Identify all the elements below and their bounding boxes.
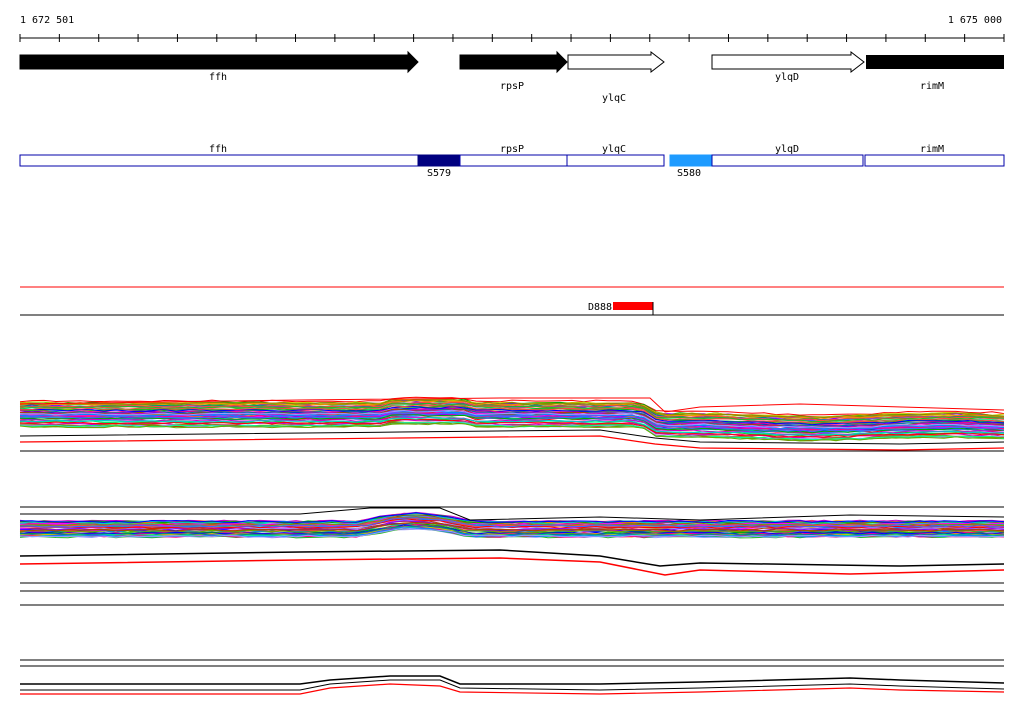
expression-profile-line bbox=[19, 412, 1005, 433]
feature-s579[interactable] bbox=[417, 154, 461, 167]
feature-label-s579: S579 bbox=[427, 168, 451, 179]
expression-profile-line bbox=[19, 398, 1005, 418]
feature-s580[interactable] bbox=[669, 154, 713, 167]
segment-label-ylqC: ylqC bbox=[602, 144, 626, 155]
expression-profile-line bbox=[19, 408, 1005, 427]
expression-profiles-panel-2 bbox=[19, 506, 1005, 606]
expression-profile-line bbox=[19, 557, 1005, 576]
gene-arrow-rpsP[interactable] bbox=[459, 50, 568, 74]
expression-profile-line bbox=[19, 414, 1005, 434]
expression-profile-line bbox=[19, 421, 1005, 441]
segment-label-ylqD: ylqD bbox=[775, 144, 799, 155]
ruler-start-label: 1 672 501 bbox=[20, 15, 74, 26]
expression-profile-line bbox=[19, 435, 1005, 451]
gene-arrow-ylqC[interactable] bbox=[567, 50, 665, 74]
expression-profile-line bbox=[19, 516, 1005, 527]
coordinate-ruler: 1 672 501 1 675 000 bbox=[19, 15, 1005, 42]
gene-label-ylqC: ylqC bbox=[602, 93, 626, 104]
expression-profile-line bbox=[19, 409, 1005, 429]
expression-profile-line bbox=[19, 397, 1005, 413]
expression-profile-line bbox=[20, 679, 1005, 691]
gene-arrow-ylqD[interactable] bbox=[711, 50, 865, 74]
expression-profile-line bbox=[19, 404, 1005, 424]
expression-profile-line bbox=[19, 517, 1004, 528]
feature-label-s580: S580 bbox=[677, 168, 701, 179]
expression-profile-line bbox=[19, 418, 1005, 438]
segment-label-rimM: rimM bbox=[920, 144, 944, 155]
segment-track: ffh rpsP ylqC ylqD rimM S579 S580 bbox=[19, 144, 1005, 179]
expression-profiles-panel-3 bbox=[20, 659, 1005, 695]
expression-profile-line bbox=[19, 521, 1005, 532]
expression-profile-line bbox=[19, 527, 1004, 538]
expression-profile-line bbox=[19, 429, 1005, 445]
expression-profile-line bbox=[19, 512, 1005, 524]
segment-box-rimM[interactable] bbox=[864, 154, 1005, 167]
segment-box-ffh[interactable] bbox=[19, 154, 419, 167]
expression-profile-line bbox=[19, 525, 1005, 536]
gene-arrow-rimM[interactable] bbox=[866, 55, 1004, 69]
segment-box-ylqC[interactable] bbox=[566, 154, 665, 167]
deletion-track: D888 bbox=[20, 286, 1004, 316]
expression-profile-line bbox=[19, 402, 1005, 423]
gene-track: ffh rpsP ylqC ylqD rimM bbox=[19, 50, 1004, 104]
expression-profiles-panel-1 bbox=[19, 396, 1005, 452]
expression-profile-line bbox=[19, 422, 1005, 442]
ruler-end-label: 1 675 000 bbox=[948, 15, 1002, 26]
gene-label-rimM: rimM bbox=[920, 81, 944, 92]
segment-label-ffh: ffh bbox=[209, 144, 227, 155]
segment-box-ylqD[interactable] bbox=[711, 154, 864, 167]
gene-label-ylqD: ylqD bbox=[775, 72, 799, 83]
expression-profile-line bbox=[20, 675, 1005, 685]
expression-profile-line bbox=[19, 522, 1005, 533]
expression-profile-line bbox=[19, 416, 1005, 436]
expression-profile-line bbox=[19, 549, 1005, 567]
expression-profile-line bbox=[20, 683, 1005, 695]
segment-label-rpsP: rpsP bbox=[500, 144, 524, 155]
deletion-label: D888 bbox=[588, 302, 612, 313]
expression-profile-line bbox=[19, 405, 1005, 426]
expression-profile-line bbox=[19, 518, 1005, 529]
gene-arrow-ffh[interactable] bbox=[19, 50, 419, 74]
expression-profile-line bbox=[20, 507, 1005, 521]
gene-label-rpsP: rpsP bbox=[500, 81, 524, 92]
segment-box-rpsP[interactable] bbox=[459, 154, 568, 167]
ruler-ticks bbox=[19, 34, 1005, 42]
gene-label-ffh: ffh bbox=[209, 72, 227, 83]
deletion-bar-d888[interactable] bbox=[613, 302, 653, 310]
